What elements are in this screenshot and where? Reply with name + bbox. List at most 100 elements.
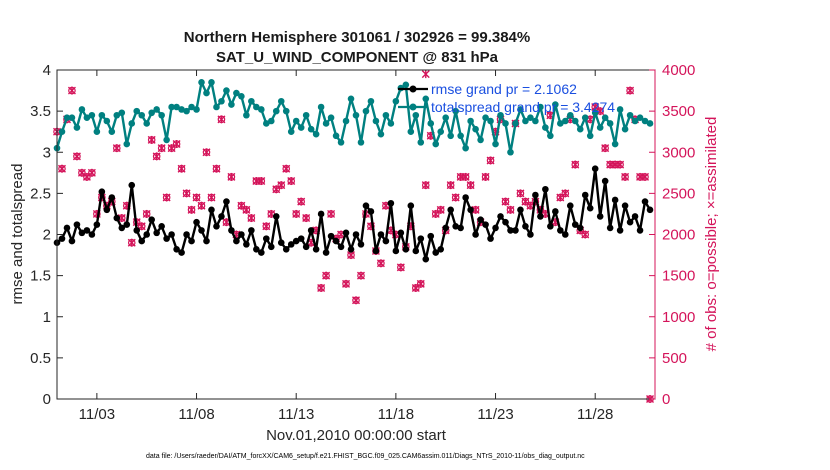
y-right-tick-label: 4000 — [662, 62, 695, 79]
series-point-rmse — [332, 237, 340, 245]
obs-assimilated-marker — [581, 230, 590, 239]
series-point-rmse — [447, 206, 454, 214]
series-point-rmse — [606, 224, 614, 232]
series-point-totalspread — [576, 125, 584, 133]
series-point-rmse — [377, 231, 385, 238]
series-point-totalspread — [621, 125, 629, 133]
series-point-rmse — [407, 202, 415, 210]
obs-assimilated-marker — [322, 271, 331, 280]
series-point-totalspread — [646, 120, 654, 127]
series-point-totalspread — [272, 107, 280, 115]
series-point-totalspread — [312, 130, 320, 138]
obs-assimilated-marker — [257, 177, 266, 186]
obs-assimilated-marker — [626, 86, 635, 95]
series-point-totalspread — [118, 109, 126, 117]
series-point-totalspread — [452, 107, 459, 115]
series-point-totalspread — [547, 132, 554, 140]
y-tick-label: 3.5 — [30, 103, 51, 120]
series-point-totalspread — [626, 111, 634, 119]
obs-assimilated-marker — [147, 135, 156, 144]
y-right-tick-label: 3500 — [662, 103, 695, 120]
series-point-rmse — [417, 235, 425, 242]
x-axis-ticks: 11/03 11/08 11/13 11/18 11/23 11/28 — [79, 70, 613, 423]
series-point-rmse — [372, 247, 380, 255]
series-point-rmse — [178, 249, 185, 256]
series-point-rmse — [327, 232, 335, 240]
series-point-totalspread — [282, 107, 290, 115]
series-point-rmse — [73, 221, 81, 228]
series-point-rmse — [611, 196, 619, 204]
obs-assimilated-marker — [212, 164, 221, 173]
series-point-rmse — [492, 224, 499, 232]
series-point-totalspread — [382, 111, 390, 119]
series-point-totalspread — [347, 95, 355, 103]
series-point-totalspread — [537, 103, 544, 111]
obs-assimilated-marker — [292, 209, 301, 218]
obs-assimilated-marker — [466, 181, 475, 190]
obs-assimilated-marker — [112, 144, 121, 153]
series-point-totalspread — [223, 87, 230, 94]
series-point-totalspread — [258, 106, 265, 113]
series-point-totalspread — [188, 103, 195, 111]
series-point-rmse — [482, 221, 489, 228]
y-right-tick-label: 1500 — [662, 268, 695, 285]
y-right-tick-label: 3000 — [662, 144, 695, 161]
obs-assimilated-marker — [192, 193, 201, 202]
y-axis-ticks: 0 0.5 1 1.5 2 2.5 3 3.5 4 — [30, 62, 63, 408]
series-point-rmse — [292, 237, 300, 245]
series-point-totalspread — [392, 97, 400, 105]
obs-assimilated-marker — [127, 238, 136, 247]
series-point-totalspread — [287, 128, 295, 135]
legend-rmse-label: rmse grand pr = 2.1062 — [431, 81, 577, 97]
series-point-rmse — [133, 227, 141, 234]
series-point-rmse — [83, 227, 91, 234]
obs-assimilated-marker — [242, 205, 251, 214]
chart-title: Northern Hemisphere 301061 / 302926 = 99… — [184, 29, 530, 46]
series-point-totalspread — [238, 93, 245, 100]
y-axis-label: rmse and totalspread — [9, 164, 26, 305]
obs-assimilated-marker — [506, 205, 515, 214]
series-point-totalspread — [277, 97, 285, 105]
series-point-totalspread — [492, 140, 499, 148]
obs-assimilated-marker — [327, 209, 336, 218]
series-point-rmse — [616, 227, 624, 234]
obs-assimilated-marker — [376, 259, 385, 268]
series-point-rmse — [472, 231, 479, 238]
series-point-rmse — [297, 235, 305, 242]
series-point-totalspread — [158, 111, 165, 119]
series-point-totalspread — [317, 103, 325, 111]
x-tick-label: 11/13 — [278, 406, 314, 423]
series-point-totalspread — [68, 114, 76, 122]
series-point-rmse — [322, 249, 330, 256]
series-point-rmse — [98, 188, 106, 196]
obs-assimilated-marker — [162, 193, 171, 202]
obs-assimilated-marker — [297, 197, 306, 206]
series-point-totalspread — [138, 111, 146, 119]
obs-assimilated-marker — [421, 181, 430, 190]
x-tick-label: 11/03 — [79, 406, 115, 423]
obs-assimilated-marker — [641, 172, 650, 181]
series-point-rmse — [631, 213, 639, 220]
series-point-totalspread — [562, 117, 569, 125]
obs-assimilated-marker — [501, 197, 510, 206]
series-point-totalspread — [377, 130, 385, 138]
obs-assimilated-marker — [187, 205, 196, 214]
series-point-totalspread — [143, 120, 150, 127]
y-right-tick-label: 0 — [662, 391, 670, 408]
y-tick-label: 2.5 — [30, 185, 51, 202]
series-point-rmse — [123, 221, 131, 228]
series-point-totalspread — [128, 120, 136, 127]
series-point-rmse — [168, 231, 175, 238]
series-point-rmse — [88, 231, 96, 238]
series-point-totalspread — [532, 117, 539, 125]
series-point-totalspread — [586, 132, 594, 140]
obs-assimilated-marker — [172, 140, 181, 149]
series-point-rmse — [477, 216, 484, 223]
series-point-totalspread — [83, 114, 91, 122]
series-point-totalspread — [163, 136, 170, 144]
series-point-rmse — [312, 246, 320, 253]
obs-assimilated-marker — [197, 201, 206, 210]
series-point-rmse — [646, 206, 654, 214]
obs-assimilated-marker — [277, 181, 286, 190]
obs-assimilated-marker — [182, 189, 191, 198]
